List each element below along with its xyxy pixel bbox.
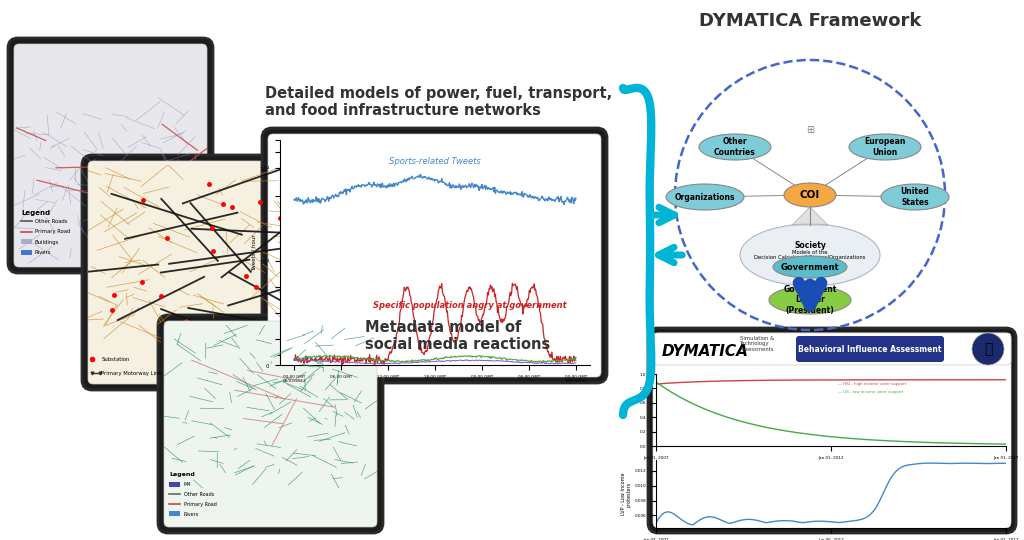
Text: Detailed models of power, fuel, transport,
and food infrastructure networks: Detailed models of power, fuel, transpor… xyxy=(265,86,612,118)
Circle shape xyxy=(972,333,1004,365)
Polygon shape xyxy=(792,207,828,225)
FancyBboxPatch shape xyxy=(88,161,306,384)
FancyBboxPatch shape xyxy=(262,128,607,383)
Text: United
States: United States xyxy=(901,187,930,207)
Text: Organizations: Organizations xyxy=(675,192,735,201)
Ellipse shape xyxy=(881,184,949,210)
Text: ⊞: ⊞ xyxy=(806,125,814,135)
Text: Behavioral Influence Assessment: Behavioral Influence Assessment xyxy=(799,345,942,354)
FancyBboxPatch shape xyxy=(653,333,1011,528)
FancyBboxPatch shape xyxy=(164,321,377,527)
Text: Government: Government xyxy=(780,262,840,272)
FancyBboxPatch shape xyxy=(82,155,312,390)
Text: Government
Leader
(President): Government Leader (President) xyxy=(783,285,837,315)
FancyBboxPatch shape xyxy=(268,134,601,377)
Ellipse shape xyxy=(699,134,771,160)
FancyBboxPatch shape xyxy=(14,44,207,267)
FancyBboxPatch shape xyxy=(796,336,944,362)
Text: DYMATICA: DYMATICA xyxy=(662,343,749,359)
Ellipse shape xyxy=(666,184,744,210)
FancyBboxPatch shape xyxy=(8,38,213,273)
Text: Simulation &
Technology
Assessments: Simulation & Technology Assessments xyxy=(740,336,774,352)
Ellipse shape xyxy=(740,224,880,286)
Text: Society: Society xyxy=(794,240,826,249)
FancyBboxPatch shape xyxy=(653,333,1011,365)
Text: European
Union: European Union xyxy=(864,137,905,157)
Text: Models of the
Decision Calculus of Groups/Organizations: Models of the Decision Calculus of Group… xyxy=(755,249,865,260)
Text: COI: COI xyxy=(800,190,820,200)
Text: 🌐: 🌐 xyxy=(984,342,992,356)
Ellipse shape xyxy=(784,183,836,207)
Text: Other
Countries: Other Countries xyxy=(714,137,756,157)
Ellipse shape xyxy=(849,134,921,160)
Ellipse shape xyxy=(769,286,851,314)
FancyBboxPatch shape xyxy=(158,315,383,533)
Ellipse shape xyxy=(773,256,847,278)
Text: Metadata model of
social media reactions: Metadata model of social media reactions xyxy=(365,320,550,353)
Text: DYMATICA Framework: DYMATICA Framework xyxy=(698,12,922,30)
FancyBboxPatch shape xyxy=(648,328,1016,533)
